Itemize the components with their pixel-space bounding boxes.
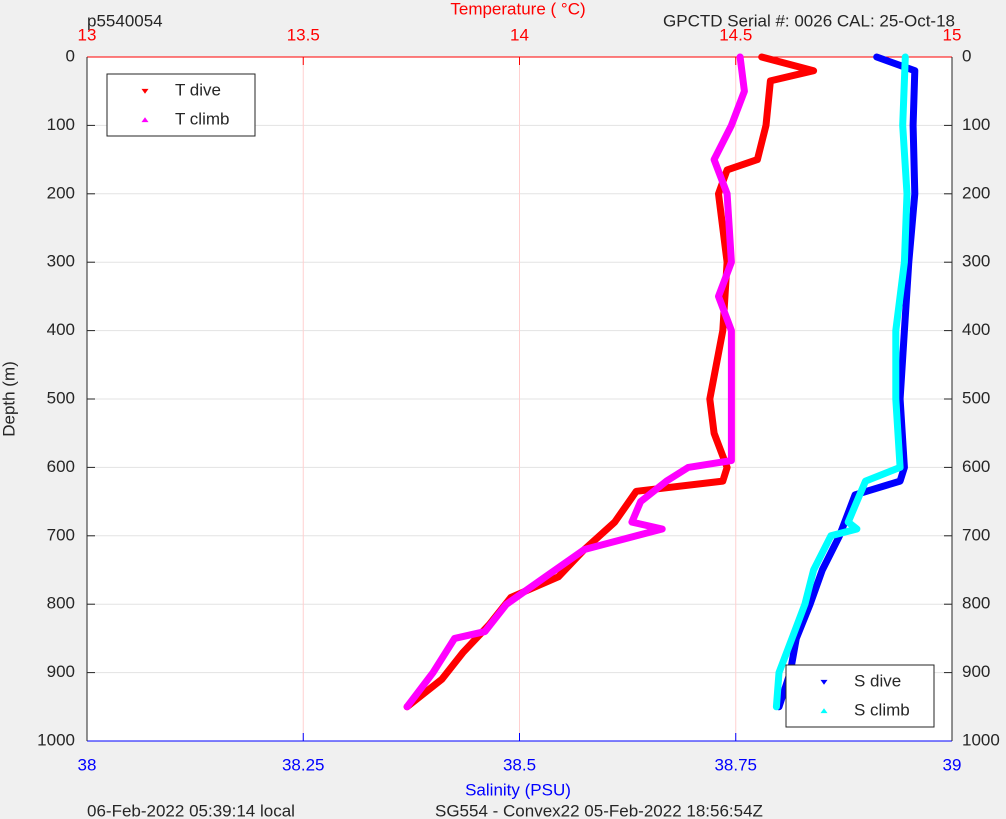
y-tick-label: 800 bbox=[47, 594, 75, 613]
y2-tick-label: 200 bbox=[962, 183, 990, 202]
y2-tick-label: 400 bbox=[962, 320, 990, 339]
x2-tick-label: 38.75 bbox=[714, 755, 757, 774]
chart-title: p5540054 bbox=[87, 11, 163, 30]
y2-tick-label: 300 bbox=[962, 252, 990, 271]
x-axis-title: Temperature ( °C) bbox=[450, 0, 585, 18]
y2-tick-label: 900 bbox=[962, 662, 990, 681]
legend-marker bbox=[141, 117, 149, 123]
x2-tick-label: 38.25 bbox=[282, 755, 325, 774]
legend-marker bbox=[820, 679, 828, 685]
y-tick-label: 900 bbox=[47, 662, 75, 681]
legend-label: T dive bbox=[175, 80, 221, 99]
profile-line bbox=[403, 53, 748, 711]
x-tick-label: 15 bbox=[943, 25, 962, 44]
x2-tick-label: 38.5 bbox=[503, 755, 536, 774]
x-tick-label: 13 bbox=[78, 25, 97, 44]
footer-right: SG554 - Convex22 05-Feb-2022 18:56:54Z bbox=[435, 801, 763, 819]
y2-tick-label: 600 bbox=[962, 457, 990, 476]
y2-tick-label: 500 bbox=[962, 388, 990, 407]
x2-tick-label: 39 bbox=[943, 755, 962, 774]
y-tick-label: 200 bbox=[47, 183, 75, 202]
y2-tick-label: 100 bbox=[962, 115, 990, 134]
x-tick-label: 14.5 bbox=[719, 25, 752, 44]
legend-label: S dive bbox=[854, 671, 901, 690]
x-tick-label: 13.5 bbox=[287, 25, 320, 44]
y-tick-label: 100 bbox=[47, 115, 75, 134]
y-tick-label: 400 bbox=[47, 320, 75, 339]
y2-tick-label: 0 bbox=[962, 46, 971, 65]
y2-tick-label: 700 bbox=[962, 525, 990, 544]
legend-box bbox=[785, 664, 935, 728]
profile-line bbox=[772, 53, 911, 711]
y-tick-label: 700 bbox=[47, 525, 75, 544]
footer-left: 06-Feb-2022 05:39:14 local bbox=[87, 801, 295, 819]
y2-tick-label: 800 bbox=[962, 594, 990, 613]
y-tick-label: 600 bbox=[47, 457, 75, 476]
legend-marker bbox=[141, 88, 149, 94]
y2-tick-label: 1000 bbox=[962, 730, 1000, 749]
legend-label: S climb bbox=[854, 700, 910, 719]
x-tick-label: 14 bbox=[510, 25, 529, 44]
x2-tick-label: 38 bbox=[78, 755, 97, 774]
legend-marker bbox=[820, 708, 828, 714]
profile-line bbox=[775, 53, 919, 711]
y-tick-label: 300 bbox=[47, 252, 75, 271]
y-tick-label: 500 bbox=[47, 388, 75, 407]
y-tick-label: 1000 bbox=[37, 730, 75, 749]
x2-axis-title: Salinity (PSU) bbox=[465, 780, 571, 799]
y-tick-label: 0 bbox=[66, 46, 75, 65]
y-axis-title: Depth (m) bbox=[0, 361, 18, 437]
legend-box bbox=[106, 73, 256, 137]
legend-label: T climb bbox=[175, 109, 229, 128]
chart-subtitle: GPCTD Serial #: 0026 CAL: 25-Oct-18 bbox=[663, 11, 955, 30]
